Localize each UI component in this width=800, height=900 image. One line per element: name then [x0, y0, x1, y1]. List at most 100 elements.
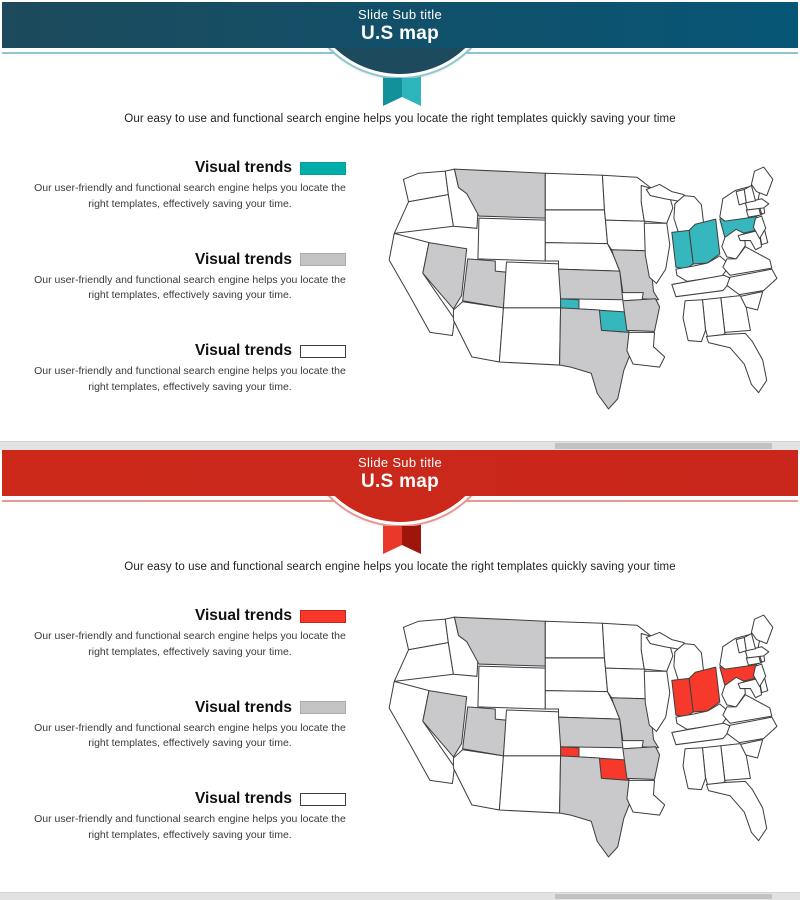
scrollbar-thumb[interactable] — [555, 894, 772, 899]
slide-header: Slide Sub title U.S map — [0, 450, 800, 556]
state-colorado — [502, 709, 564, 757]
state-nevada — [422, 690, 468, 758]
banner-bulge — [305, 496, 495, 522]
legend-item: Visual trends Our user-friendly and func… — [34, 251, 346, 305]
state-florida — [706, 780, 768, 842]
banner-bulge — [305, 48, 495, 74]
slide-content: Visual trends Our user-friendly and func… — [0, 573, 800, 882]
state-mississippi — [682, 747, 707, 791]
state-new-mexico — [498, 755, 562, 814]
state-maine — [750, 614, 774, 645]
state-arkansas — [622, 298, 661, 332]
legend-item: Visual trends Our user-friendly and func… — [34, 790, 346, 844]
legend-swatch-gray — [300, 253, 346, 266]
state-wyoming — [477, 217, 546, 262]
state-louisiana — [626, 779, 666, 816]
state-florida — [706, 332, 768, 394]
state-texas — [559, 755, 633, 858]
banner-text: Slide Sub title U.S map — [2, 450, 798, 493]
state-north-dakota — [544, 172, 605, 211]
state-virginia — [722, 246, 773, 276]
legend-title: Visual trends — [194, 159, 292, 176]
state-south-dakota — [544, 209, 609, 245]
legend-item: Visual trends Our user-friendly and func… — [34, 699, 346, 753]
banner-band: Slide Sub title U.S map — [2, 450, 798, 496]
state-arkansas — [622, 746, 661, 780]
state-alabama — [701, 745, 726, 787]
legend-item: Visual trends Our user-friendly and func… — [34, 342, 346, 396]
legend-swatch-white — [300, 792, 346, 806]
legend-description: Our user-friendly and functional search … — [34, 813, 346, 841]
state-oregon — [393, 642, 454, 682]
state-nevada — [422, 242, 468, 310]
legend-title: Visual trends — [194, 698, 292, 716]
legend-description: Our user-friendly and functional search … — [34, 721, 346, 750]
slide-header: Slide Sub title U.S map — [0, 2, 800, 108]
scrollbar-track — [0, 892, 800, 900]
state-louisiana — [626, 331, 666, 368]
state-wyoming — [477, 665, 546, 710]
state-illinois — [643, 222, 671, 284]
map-column — [346, 573, 782, 882]
slide-title: U.S map — [360, 23, 440, 44]
state-north-dakota — [544, 620, 605, 659]
state-north-carolina — [726, 268, 778, 296]
legend-item: Visual trends Our user-friendly and func… — [34, 159, 346, 213]
state-new-jersey — [752, 215, 767, 240]
state-arizona — [452, 749, 504, 811]
legend-swatch-white — [300, 344, 346, 358]
state-kansas — [558, 268, 624, 301]
banner-bulge-clip — [0, 48, 800, 78]
state-utah — [462, 258, 508, 309]
state-illinois — [643, 670, 671, 732]
state-maine — [750, 166, 774, 197]
state-arizona — [452, 301, 504, 363]
state-new-hampshire — [743, 184, 757, 204]
state-oregon — [393, 194, 454, 234]
state-mississippi — [682, 299, 707, 343]
slide-preview-teal: Slide Sub title U.S map Our easy to use … — [0, 0, 800, 441]
us-map — [388, 614, 778, 858]
legend-description: Our user-friendly and functional search … — [34, 273, 346, 302]
state-texas — [559, 307, 633, 410]
state-kansas — [558, 716, 624, 749]
state-colorado — [502, 261, 564, 309]
state-new-hampshire — [743, 632, 757, 652]
state-alabama — [701, 297, 726, 339]
slide-subtitle: Slide Sub title — [358, 455, 442, 470]
intro-text: Our easy to use and functional search en… — [124, 561, 676, 573]
scrollbar-thumb[interactable] — [555, 443, 772, 449]
legend-item: Visual trends Our user-friendly and func… — [34, 607, 346, 661]
slide-preview-red: Slide Sub title U.S map Our easy to use … — [0, 450, 800, 892]
legend-swatch-accent — [300, 609, 346, 623]
legend-swatch-accent — [300, 161, 346, 175]
state-new-jersey — [752, 663, 767, 688]
us-map — [388, 166, 778, 410]
legend-description: Our user-friendly and functional search … — [34, 630, 346, 658]
slide-subtitle: Slide Sub title — [358, 7, 442, 22]
map-column — [346, 125, 782, 434]
legend-column: Visual trends Our user-friendly and func… — [34, 607, 346, 882]
legend-title: Visual trends — [194, 607, 292, 624]
state-virginia — [722, 694, 773, 724]
legend-title: Visual trends — [194, 250, 292, 268]
legend-column: Visual trends Our user-friendly and func… — [34, 159, 346, 434]
banner-bulge-clip — [0, 496, 800, 526]
intro-text: Our easy to use and functional search en… — [124, 113, 676, 125]
legend-title: Visual trends — [194, 790, 292, 807]
state-north-carolina — [726, 716, 778, 744]
state-utah — [462, 706, 508, 757]
slide-title: U.S map — [360, 471, 440, 492]
state-ohio — [688, 666, 721, 713]
legend-description: Our user-friendly and functional search … — [34, 365, 346, 393]
legend-title: Visual trends — [194, 342, 292, 359]
state-new-mexico — [498, 307, 562, 366]
state-south-dakota — [544, 657, 609, 693]
legend-swatch-gray — [300, 701, 346, 714]
banner-band: Slide Sub title U.S map — [2, 2, 798, 48]
state-ohio — [688, 218, 721, 265]
slide-content: Visual trends Our user-friendly and func… — [0, 125, 800, 434]
legend-description: Our user-friendly and functional search … — [34, 182, 346, 210]
banner-text: Slide Sub title U.S map — [2, 2, 798, 45]
